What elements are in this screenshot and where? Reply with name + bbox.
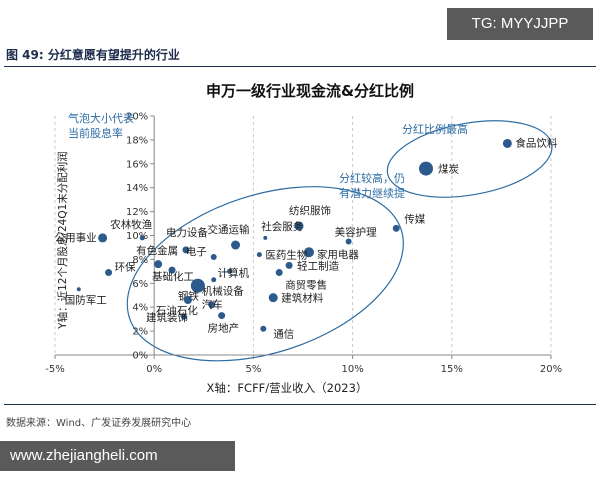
x-axis-label: X轴：FCFF/营业收入（2023） xyxy=(207,381,368,395)
x-tick-label: 10% xyxy=(341,364,363,375)
point-label: 国防军工 xyxy=(65,293,107,306)
y-tick-label: 10% xyxy=(126,231,148,242)
point-label: 轻工制造 xyxy=(297,259,339,272)
source-rule xyxy=(4,404,596,405)
point-label: 汽车 xyxy=(202,298,223,311)
point-label: 公用事业 xyxy=(55,231,97,244)
x-tick-label: -5% xyxy=(45,364,64,375)
y-tick-label: 2% xyxy=(132,327,148,338)
y-tick-label: 6% xyxy=(132,279,148,290)
data-point xyxy=(502,138,512,148)
annotation-text: 分红较高，仍 xyxy=(339,171,405,185)
point-label: 煤炭 xyxy=(438,163,459,176)
y-tick-label: 12% xyxy=(126,207,148,218)
data-point xyxy=(218,312,226,320)
data-point xyxy=(190,278,205,293)
data-point xyxy=(303,247,314,258)
point-label: 食品饮料 xyxy=(515,136,557,149)
y-tick-label: 14% xyxy=(126,183,148,194)
data-point xyxy=(154,260,163,269)
point-label: 交通运输 xyxy=(208,223,250,236)
point-label: 传媒 xyxy=(404,212,425,225)
highlight-ellipses xyxy=(126,120,553,362)
data-point xyxy=(419,161,434,176)
data-point xyxy=(260,325,267,332)
point-label: 医药生物 xyxy=(265,249,307,262)
data-point xyxy=(211,277,217,283)
watermark-top: TG: MYYJJPP xyxy=(447,8,593,40)
data-point xyxy=(268,293,278,303)
point-label: 基础化工 xyxy=(152,270,194,283)
point-label: 农林牧渔 xyxy=(110,218,152,231)
x-tick-label: 0% xyxy=(146,364,162,375)
point-label: 房地产 xyxy=(208,322,240,335)
y-tick-label: 16% xyxy=(126,159,148,170)
caption-rule xyxy=(4,66,596,67)
y-tick-label: 20% xyxy=(126,112,148,123)
point-label: 电子 xyxy=(186,245,207,258)
y-tick-label: 8% xyxy=(132,255,148,266)
source-note: 数据来源：Wind、广发证券发展研究中心 xyxy=(6,418,192,429)
data-point xyxy=(275,269,283,277)
point-label: 社会服务 xyxy=(261,220,303,233)
data-point xyxy=(182,246,190,254)
data-point xyxy=(263,235,268,240)
points-layer: 食品饮料煤炭传媒美容护理纺织服饰社会服务交通运输家用电器医药生物轻工制造商贸零售… xyxy=(55,136,558,340)
x-tick-label: 20% xyxy=(540,364,562,375)
point-label: 有色金属 xyxy=(136,244,178,257)
point-label: 美容护理 xyxy=(335,225,377,238)
data-point xyxy=(210,254,217,261)
data-point xyxy=(180,313,187,320)
point-label: 建筑材料 xyxy=(281,292,323,305)
data-point xyxy=(98,233,108,243)
point-label: 家用电器 xyxy=(317,248,359,261)
bubble-note-line: 气泡大小代表 xyxy=(68,111,134,125)
bubble-note-line: 当前股息率 xyxy=(68,126,123,140)
highlight-ellipse xyxy=(386,120,553,198)
data-point xyxy=(183,296,192,305)
point-label: 环保 xyxy=(115,261,136,274)
data-point xyxy=(294,221,304,231)
point-label: 计算机 xyxy=(218,266,250,279)
x-tick-label: 5% xyxy=(245,364,261,375)
point-label: 纺织服饰 xyxy=(289,204,331,217)
watermark-bottom: www.zhejiangheli.com xyxy=(0,441,235,471)
figure-caption: 图 49: 分红意愿有望提升的行业 xyxy=(6,48,180,62)
axes-layer: -5% 0% 5% 10% 15% 20% 0% 2% 4% 6% 8% 10% 12% 14% 16% 18… xyxy=(45,112,562,376)
data-point xyxy=(231,240,241,250)
y-tick-label: 4% xyxy=(132,303,148,314)
point-label: 通信 xyxy=(273,329,294,341)
scatter-chart: 申万一级行业现金流&分红比例 -5% 0% 5% 10% 15% 20% 0% 2% 4% 6% 8… xyxy=(45,82,562,395)
data-point xyxy=(345,238,352,245)
data-point xyxy=(256,252,262,258)
annotation-text: 分红比例最高 xyxy=(402,122,468,136)
chart-title: 申万一级行业现金流&分红比例 xyxy=(206,82,414,100)
grid-layer xyxy=(54,116,552,355)
point-label: 建筑装饰 xyxy=(146,311,188,324)
highlight-ellipse xyxy=(126,186,404,362)
data-point xyxy=(105,269,113,277)
data-point xyxy=(285,261,293,269)
data-point xyxy=(392,224,400,232)
data-point xyxy=(76,287,81,292)
point-label: 机械设备 xyxy=(202,285,244,298)
data-point xyxy=(227,268,233,274)
x-tick-label: 15% xyxy=(441,364,463,375)
annotation-text: 有潜力继续提 xyxy=(339,186,405,200)
data-point xyxy=(168,266,176,274)
point-label: 商贸零售 xyxy=(285,279,327,292)
y-tick-label: 18% xyxy=(126,135,148,146)
point-label: 石油石化 xyxy=(156,304,198,317)
y-tick-label: 0% xyxy=(132,351,148,362)
y-axis-label: Y轴：近12个月股息/24Q1末分配利润 xyxy=(56,151,69,330)
point-label: 电力设备 xyxy=(166,226,208,239)
data-point xyxy=(139,235,145,241)
data-point xyxy=(208,301,216,309)
